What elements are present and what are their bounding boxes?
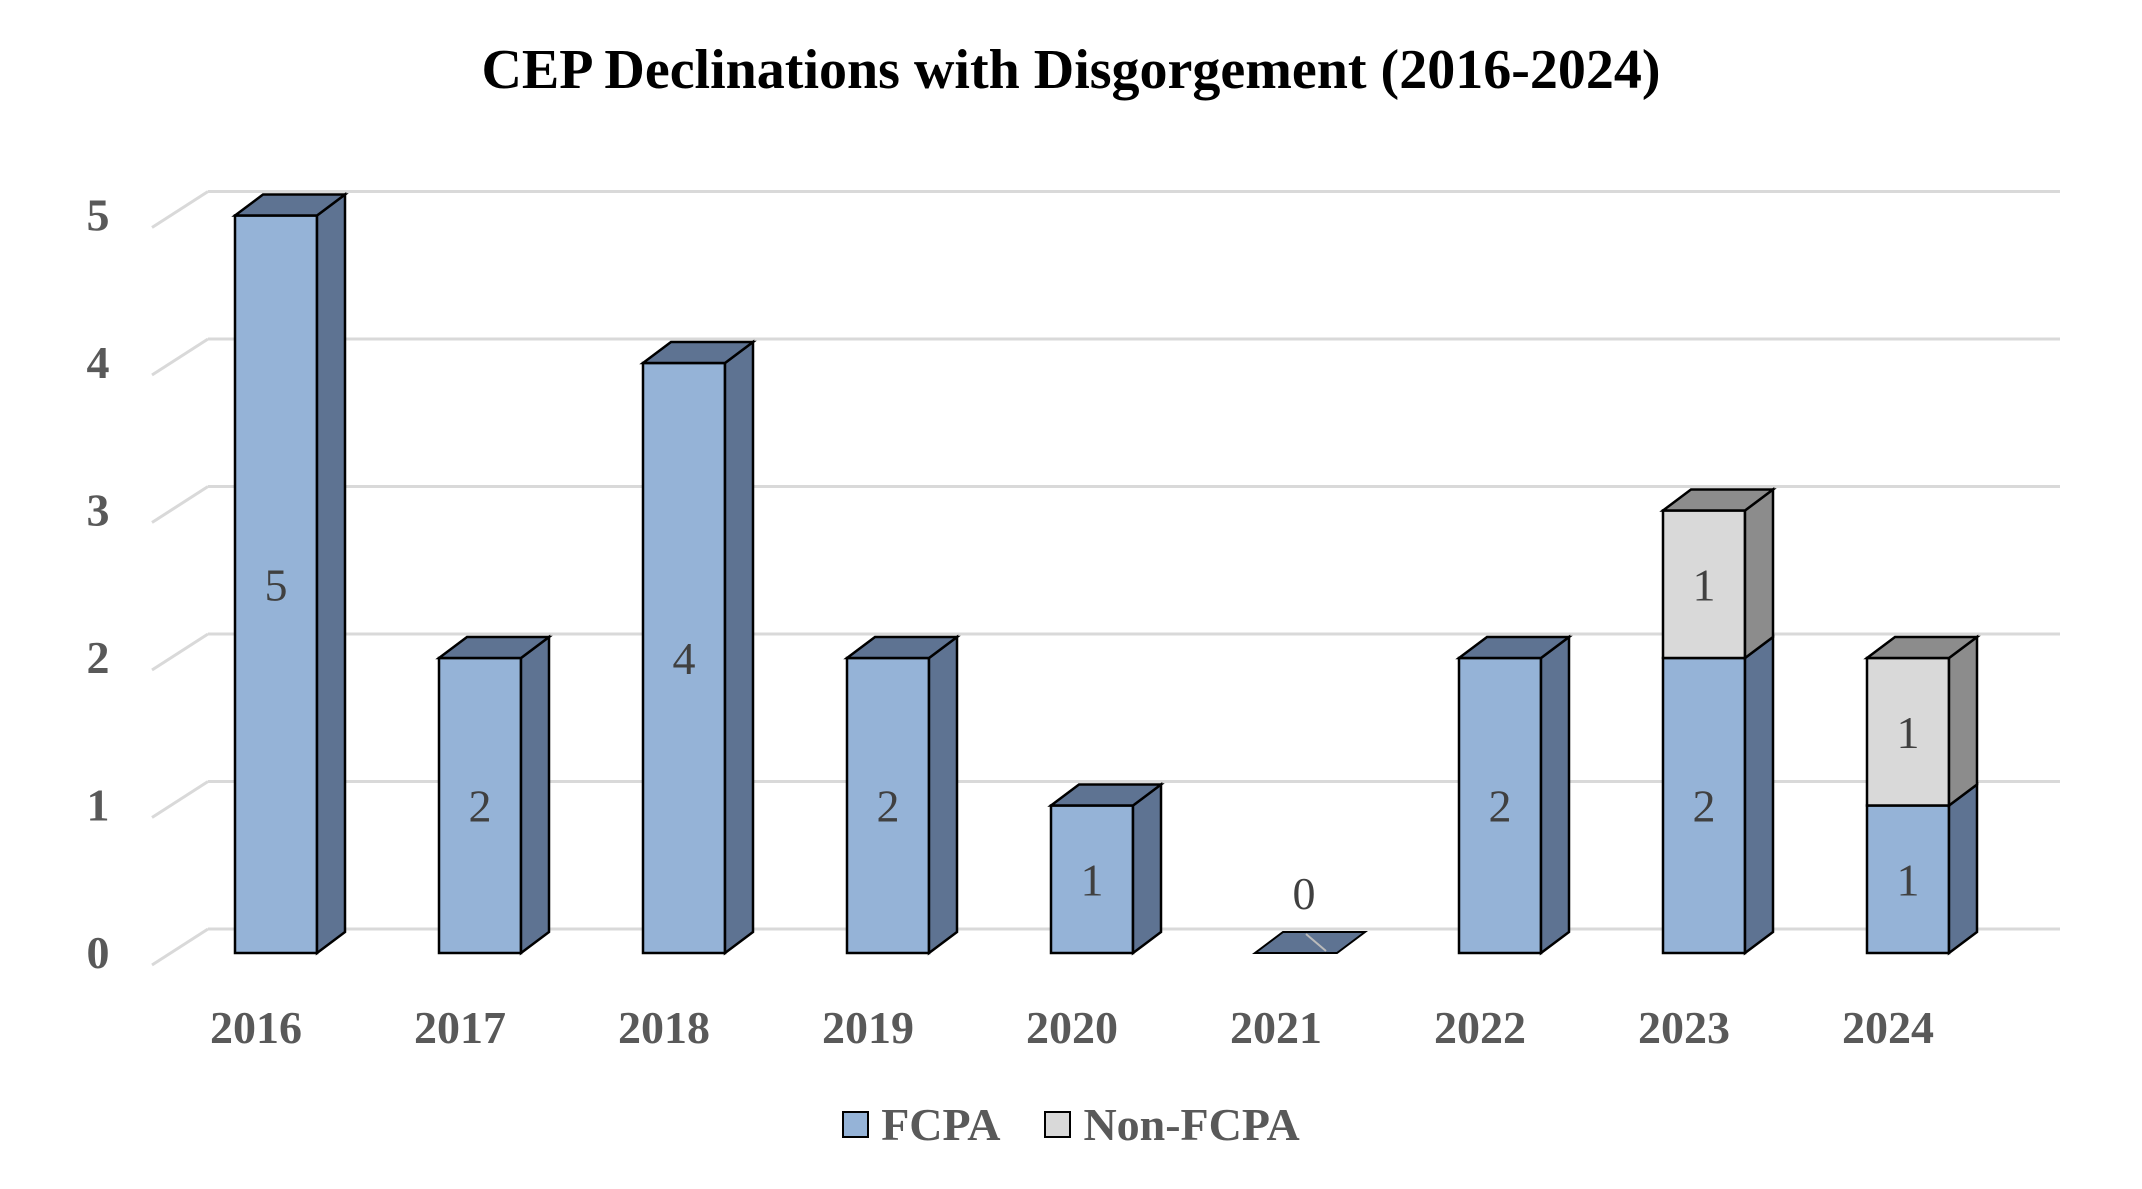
legend-item-non-fcpa: Non-FCPA xyxy=(1044,1098,1300,1151)
chart-title: CEP Declinations with Disgorgement (2016… xyxy=(481,39,1661,101)
legend-swatch-non-fcpa xyxy=(1044,1111,1072,1138)
y-tick-label-2: 2 xyxy=(87,632,110,683)
data-label-fcpa-2019: 2 xyxy=(877,781,900,832)
bar-fcpa-2023 xyxy=(1661,656,1747,955)
gridline-diagonal-2 xyxy=(151,632,209,672)
data-label-fcpa-2023: 2 xyxy=(1693,781,1716,832)
y-tick-label-0: 0 xyxy=(87,927,110,978)
data-label-non-fcpa-2024: 1 xyxy=(1897,707,1920,758)
x-tick-label-2017: 2017 xyxy=(414,1002,506,1053)
gridline-diagonal-5 xyxy=(151,190,209,229)
y-tick-label-5: 5 xyxy=(87,190,110,241)
bar-side-fcpa-2018 xyxy=(723,339,755,956)
bar-side-fcpa-2016 xyxy=(315,192,347,956)
gridline-diagonal-1 xyxy=(151,780,209,819)
bar-fcpa-2018 xyxy=(641,361,727,955)
bar-top-fcpa-2016 xyxy=(231,193,349,217)
x-tick-label-2020: 2020 xyxy=(1026,1002,1118,1053)
bar-top-fcpa-2019 xyxy=(843,635,961,660)
data-label-fcpa-2018: 4 xyxy=(673,633,696,684)
bar-side-fcpa-2017 xyxy=(519,634,551,956)
legend-label-fcpa: FCPA xyxy=(881,1099,1001,1150)
data-label-fcpa-2022: 2 xyxy=(1489,781,1512,832)
y-tick-label-3: 3 xyxy=(87,485,110,536)
bar-fcpa-2022 xyxy=(1457,656,1543,955)
legend-swatch-fcpa xyxy=(842,1111,870,1138)
bar-top-fcpa-2017 xyxy=(435,635,553,660)
bar-top-fcpa-2018 xyxy=(639,340,757,365)
x-tick-label-2024: 2024 xyxy=(1842,1002,1934,1053)
bar-side-fcpa-2020 xyxy=(1131,782,1163,956)
bar-side-non-fcpa-2023 xyxy=(1743,487,1775,661)
x-tick-label-2021: 2021 xyxy=(1230,1002,1322,1053)
bar-top-fcpa-2020 xyxy=(1047,783,1165,807)
data-label-fcpa-2020: 1 xyxy=(1081,854,1104,905)
x-tick-label-2016: 2016 xyxy=(210,1002,302,1053)
bar-side-fcpa-2022 xyxy=(1539,634,1571,956)
bar-side-fcpa-2024 xyxy=(1947,782,1979,956)
bar-top-non-fcpa-2024 xyxy=(1863,635,1981,660)
gridline-diagonal-4 xyxy=(151,337,209,377)
bar-zero-2021 xyxy=(1252,931,1368,954)
y-tick-label-1: 1 xyxy=(87,780,110,831)
bar-zero-leader-2021 xyxy=(1305,933,1327,952)
gridline-diagonal-3 xyxy=(151,485,209,524)
bar-side-fcpa-2019 xyxy=(927,634,959,956)
bar-top-fcpa-2022 xyxy=(1455,635,1573,660)
y-tick-label-4: 4 xyxy=(87,337,110,388)
legend-label-non-fcpa: Non-FCPA xyxy=(1083,1099,1300,1150)
bar-fcpa-2017 xyxy=(437,656,523,955)
bar-top-non-fcpa-2023 xyxy=(1659,488,1777,512)
x-tick-label-2022: 2022 xyxy=(1434,1002,1526,1053)
gridline-diagonal-0 xyxy=(151,927,209,967)
data-label-fcpa-2016: 5 xyxy=(265,559,288,610)
data-label-non-fcpa-2023: 1 xyxy=(1693,559,1716,610)
x-tick-label-2019: 2019 xyxy=(822,1002,914,1053)
chart-legend: FCPA Non-FCPA xyxy=(0,1098,2142,1151)
legend-item-fcpa: FCPA xyxy=(842,1098,1000,1151)
x-tick-label-2023: 2023 xyxy=(1638,1002,1730,1053)
data-label-fcpa-2021: 0 xyxy=(1293,868,1316,919)
bar-fcpa-2024 xyxy=(1865,804,1951,955)
bar-side-fcpa-2023 xyxy=(1743,634,1775,956)
data-label-fcpa-2017: 2 xyxy=(469,781,492,832)
bar-side-non-fcpa-2024 xyxy=(1947,634,1979,808)
x-tick-label-2018: 2018 xyxy=(618,1002,710,1053)
data-label-fcpa-2024: 1 xyxy=(1897,854,1920,905)
